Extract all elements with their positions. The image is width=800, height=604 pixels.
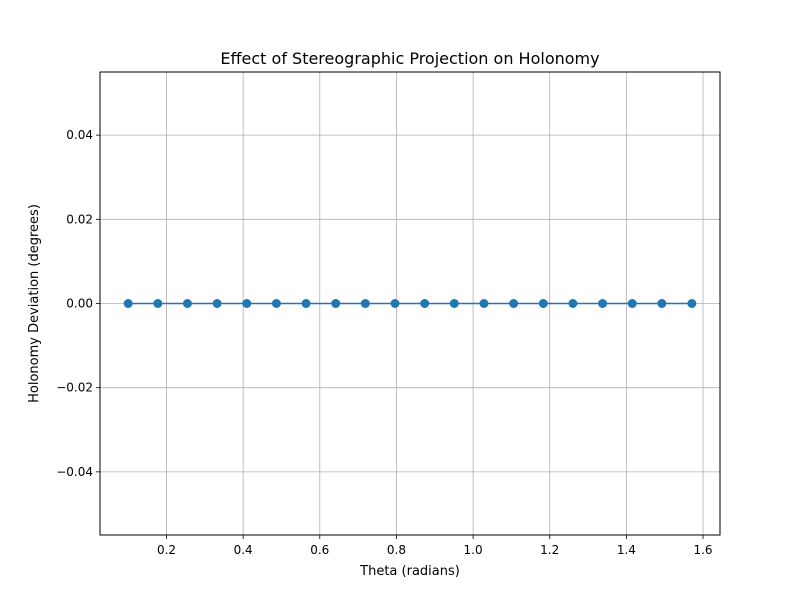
data-point-marker xyxy=(153,299,163,308)
data-point-marker xyxy=(212,299,222,308)
data-point-marker xyxy=(123,299,133,308)
x-tick-label: 0.2 xyxy=(157,543,176,557)
chart-title: Effect of Stereographic Projection on Ho… xyxy=(220,49,599,68)
data-point-marker xyxy=(242,299,252,308)
data-point-marker xyxy=(509,299,519,308)
y-tick-label: −0.02 xyxy=(56,381,93,395)
x-tick-label: 1.0 xyxy=(464,543,483,557)
data-point-marker xyxy=(538,299,548,308)
data-point-marker xyxy=(301,299,311,308)
x-tick-label: 1.4 xyxy=(617,543,636,557)
data-point-marker xyxy=(687,299,697,308)
x-tick-label: 0.6 xyxy=(310,543,329,557)
x-tick-label: 1.2 xyxy=(540,543,559,557)
y-tick-label: −0.04 xyxy=(56,465,93,479)
y-tick-label: 0.02 xyxy=(66,212,93,226)
data-point-marker xyxy=(627,299,637,308)
data-point-marker xyxy=(360,299,370,308)
data-point-marker xyxy=(390,299,400,308)
x-tick-label: 0.8 xyxy=(387,543,406,557)
data-point-marker xyxy=(479,299,489,308)
x-tick-label: 1.6 xyxy=(693,543,712,557)
data-point-marker xyxy=(657,299,667,308)
data-point-marker xyxy=(420,299,430,308)
data-point-marker xyxy=(182,299,192,308)
y-tick-label: 0.04 xyxy=(66,128,93,142)
data-point-marker xyxy=(568,299,578,308)
y-tick-label: 0.00 xyxy=(66,297,93,311)
data-point-marker xyxy=(271,299,281,308)
y-axis-ticks: −0.04 −0.02 0.00 0.02 0.04 xyxy=(56,128,100,479)
x-tick-label: 0.4 xyxy=(234,543,253,557)
x-axis-ticks: 0.2 0.4 0.6 0.8 1.0 1.2 1.4 1.6 xyxy=(157,535,713,557)
x-axis-label: Theta (radians) xyxy=(359,564,460,579)
data-series xyxy=(123,299,697,308)
y-axis-label: Holonomy Deviation (degrees) xyxy=(27,204,42,403)
data-point-marker xyxy=(449,299,459,308)
data-point-marker xyxy=(331,299,341,308)
data-point-marker xyxy=(598,299,608,308)
